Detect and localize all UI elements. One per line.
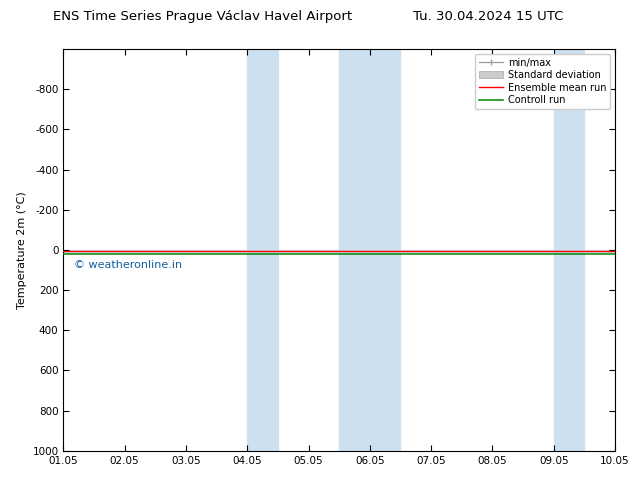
Bar [615, 49, 634, 451]
Y-axis label: Temperature 2m (°C): Temperature 2m (°C) [17, 191, 27, 309]
Bar [339, 49, 401, 451]
Text: Tu. 30.04.2024 15 UTC: Tu. 30.04.2024 15 UTC [413, 10, 564, 23]
Text: ENS Time Series Prague Václav Havel Airport: ENS Time Series Prague Václav Havel Airp… [53, 10, 353, 23]
Bar [247, 49, 278, 451]
Bar [553, 49, 585, 451]
Text: © weatheronline.in: © weatheronline.in [74, 260, 183, 270]
Legend: min/max, Standard deviation, Ensemble mean run, Controll run: min/max, Standard deviation, Ensemble me… [475, 54, 610, 109]
